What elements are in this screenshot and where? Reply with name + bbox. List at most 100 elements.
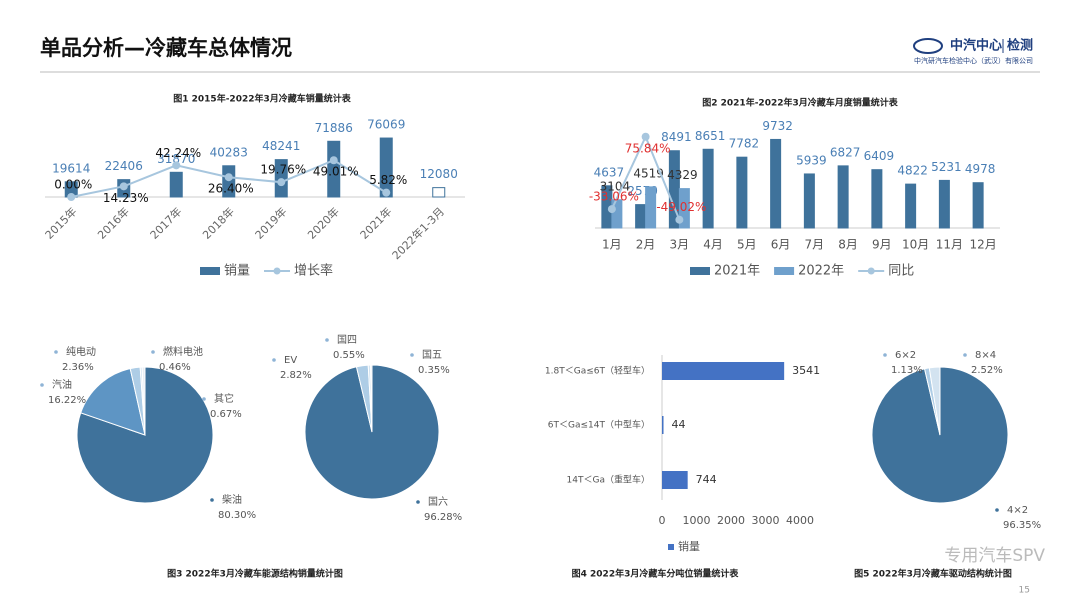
bar-value: 71886: [315, 121, 353, 135]
logo-text-2: 检测: [1007, 38, 1033, 54]
slice-value: 1.13%: [891, 365, 923, 376]
legend-swatch: [774, 267, 795, 275]
bar: [770, 138, 782, 229]
pie-slice: [370, 364, 373, 433]
label-dot: [963, 353, 967, 357]
legend-swatch: [668, 544, 674, 550]
bar-value: 12080: [420, 167, 458, 181]
x-tick-label: 3月: [670, 238, 690, 252]
slice-value: 0.46%: [159, 362, 191, 373]
label-dot: [416, 500, 420, 504]
logo-text: 中汽中心: [950, 38, 1002, 54]
line-value: 14.23%: [103, 191, 149, 205]
company-name: 中汽研汽车检验中心（武汉）有限公司: [914, 56, 1033, 65]
bar-value: 3541: [792, 364, 820, 377]
slice-value: 0.67%: [210, 409, 242, 420]
slide-title: 单品分析—冷藏车总体情况: [40, 36, 292, 60]
slice-label: 柴油: [222, 493, 242, 506]
legend-label: 销量: [678, 539, 700, 553]
pie-slice: [141, 366, 146, 436]
x-tick-label: 2000: [717, 514, 745, 527]
bar: [645, 186, 657, 229]
bar-value: 4822: [897, 164, 928, 178]
pie-slice: [80, 368, 146, 436]
legend-label: 2021年: [714, 264, 760, 279]
bar-value: 4637: [594, 165, 625, 179]
bar: [871, 169, 883, 229]
line-value: 0.00%: [54, 178, 92, 192]
x-tick-label: 2020年: [305, 204, 342, 241]
chart-title: 图3 2022年3月冷藏车能源结构销量统计图: [167, 568, 343, 580]
legend-marker: [867, 267, 875, 275]
slice-value: 96.28%: [424, 512, 462, 523]
bar: [972, 182, 984, 229]
bar-value: 4329: [667, 168, 698, 182]
slice-label: 4×2: [1007, 505, 1028, 516]
line-marker: [607, 205, 616, 214]
bar-value: 4519: [633, 166, 664, 180]
bar-value: 6827: [830, 145, 861, 159]
label-dot: [202, 397, 206, 401]
legend-label: 同比: [888, 264, 914, 279]
bar-value: 4978: [965, 162, 996, 176]
bar-value: 76069: [367, 118, 405, 132]
x-tick-label: 12月: [969, 238, 996, 252]
line-value: 19.76%: [260, 163, 306, 177]
slice-value: 0.35%: [418, 365, 450, 376]
page-number: 15: [1019, 586, 1030, 596]
x-tick-label: 1月: [602, 238, 622, 252]
legend-swatch: [690, 267, 710, 275]
slice-value: 2.82%: [280, 370, 312, 381]
slice-value: 2.52%: [971, 365, 1003, 376]
x-tick-label: 5月: [737, 238, 757, 252]
line-marker: [641, 132, 650, 141]
bar-value: 48241: [262, 139, 300, 153]
bar: [635, 204, 647, 229]
slice-label: 6×2: [895, 350, 916, 361]
slice-label: EV: [284, 355, 297, 366]
line-value: 42.24%: [155, 146, 201, 160]
bar: [803, 173, 815, 229]
pie-slice: [928, 366, 941, 436]
x-tick-label: 2017年: [147, 204, 184, 241]
line-marker: [172, 161, 181, 170]
line-value: 75.84%: [625, 141, 671, 155]
label-dot: [272, 358, 276, 362]
bar-value: 22406: [105, 159, 143, 173]
line-marker: [67, 193, 76, 201]
slice-label: 纯电动: [66, 345, 96, 358]
legend-label: 销量: [224, 264, 250, 279]
bar-value: 3104: [600, 179, 631, 193]
bar: [736, 156, 748, 229]
bar-value: 9732: [762, 119, 793, 133]
line-marker: [119, 182, 128, 191]
legend-marker: [273, 267, 281, 275]
legend-label: 增长率: [294, 263, 333, 279]
line-marker: [277, 178, 286, 187]
bar: [678, 188, 690, 229]
bar: [938, 179, 950, 229]
x-tick-label: 2019年: [252, 204, 289, 241]
bar: [702, 148, 714, 229]
bar: [432, 187, 446, 198]
label-dot: [995, 508, 999, 512]
bar: [662, 471, 688, 489]
watermark: 专用汽车SPV: [944, 546, 1045, 566]
slice-label: 国五: [422, 349, 442, 361]
slice-label: 燃料电池: [163, 345, 203, 358]
line-marker: [675, 215, 684, 224]
x-tick-label: 7月: [805, 238, 825, 252]
x-tick-label: 2022年1-3月: [389, 204, 447, 262]
bar: [222, 165, 236, 198]
bar: [905, 183, 917, 229]
label-dot: [883, 353, 887, 357]
slice-value: 80.30%: [218, 510, 256, 521]
x-tick-label: 2016年: [95, 204, 132, 241]
bar: [837, 165, 849, 229]
line-value: -49.02%: [656, 200, 706, 214]
line-marker: [224, 173, 233, 182]
line-value: 49.01%: [313, 165, 359, 179]
chart-title: 图2 2021年-2022年3月冷藏车月度销量统计表: [702, 97, 898, 109]
bar-value: 8491: [661, 130, 692, 144]
